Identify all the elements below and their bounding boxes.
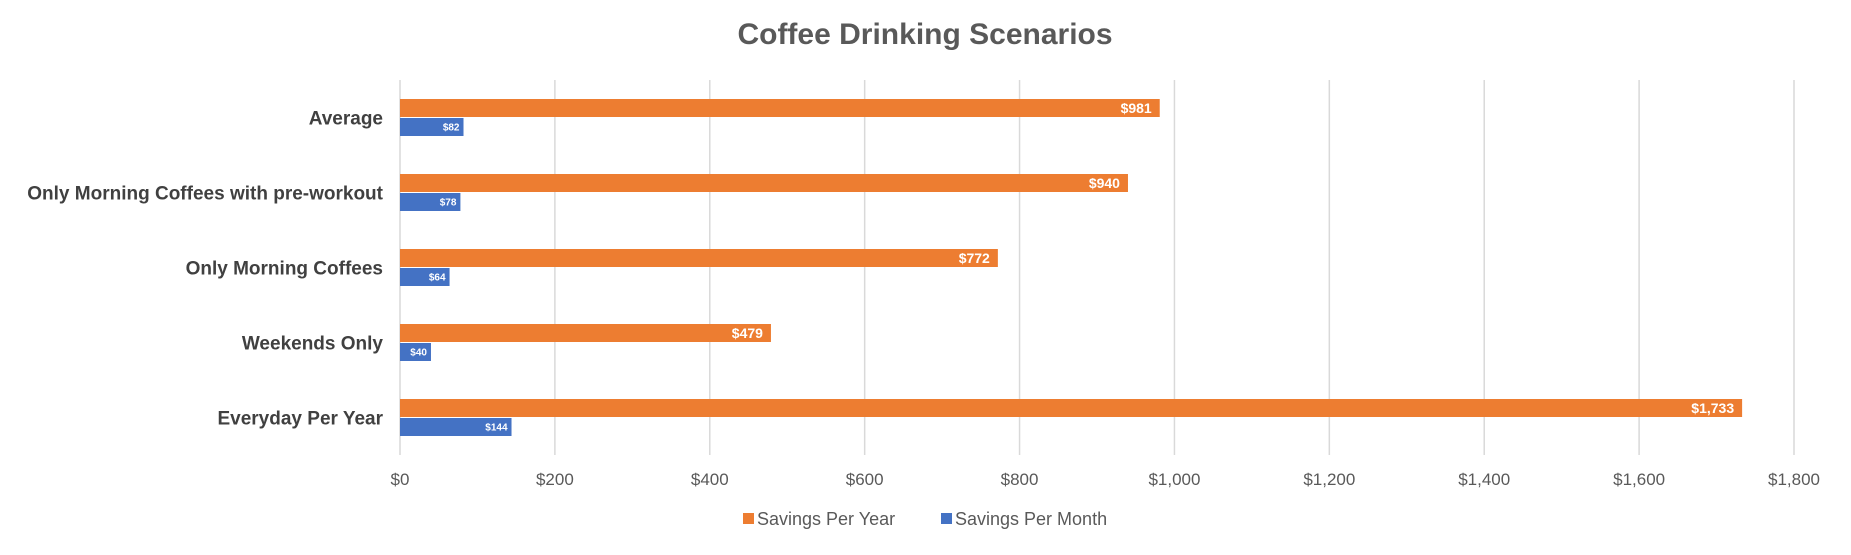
data-label: $144	[485, 423, 508, 434]
bar-savings-per-year	[400, 399, 1743, 417]
legend-item: Savings Per Year	[743, 509, 895, 529]
data-label: $772	[959, 250, 990, 266]
legend-item: Savings Per Month	[941, 509, 1107, 529]
bar-savings-per-month	[400, 343, 431, 361]
category-label: Only Morning Coffees with pre-workout	[27, 184, 383, 205]
x-tick-label: $1,800	[1768, 470, 1820, 489]
data-label: $940	[1089, 175, 1120, 191]
x-tick-label: $800	[1001, 470, 1039, 489]
legend: Savings Per Year Savings Per Month	[743, 509, 1107, 529]
x-tick-label: $1,400	[1458, 470, 1510, 489]
chart-title: Coffee Drinking Scenarios	[737, 18, 1112, 51]
bar-savings-per-year	[400, 249, 998, 267]
gridlines	[399, 80, 1795, 455]
x-tick-label: $400	[691, 470, 729, 489]
category-label: Everyday Per Year	[217, 409, 383, 430]
x-tick-label: $1,600	[1613, 470, 1665, 489]
data-label: $981	[1121, 100, 1152, 116]
data-label: $40	[410, 348, 427, 359]
x-tick-label: $0	[391, 470, 410, 489]
x-tick-label: $1,000	[1148, 470, 1200, 489]
data-label: $82	[443, 123, 460, 134]
category-label: Only Morning Coffees	[186, 259, 383, 280]
bar-savings-per-year	[400, 174, 1128, 192]
bar-savings-per-year	[400, 324, 771, 342]
legend-swatch	[743, 513, 754, 524]
legend-label: Savings Per Year	[757, 509, 895, 529]
legend-label: Savings Per Month	[955, 509, 1107, 529]
bar-savings-per-month	[400, 268, 450, 286]
data-label: $78	[440, 198, 457, 209]
data-label: $64	[429, 273, 446, 284]
x-tick-label: $1,200	[1303, 470, 1355, 489]
x-axis-tick-labels: $0 $200 $400 $600 $800 $1,000 $1,200 $1,400 $1,6…	[391, 470, 1820, 489]
bar-savings-per-month	[400, 118, 464, 136]
data-label: $479	[732, 325, 763, 341]
bars: $981 $82 $940 $78 $772 $64 $479 $40 $1,733 $144	[400, 99, 1743, 436]
x-tick-label: $600	[846, 470, 884, 489]
category-label: Average	[309, 109, 383, 130]
bar-savings-per-month	[400, 193, 461, 211]
x-tick-label: $200	[536, 470, 574, 489]
bar-savings-per-year	[400, 99, 1160, 117]
category-labels: Average Only Morning Coffees with pre-wor…	[27, 109, 383, 430]
data-label: $1,733	[1691, 400, 1734, 416]
legend-swatch	[941, 513, 952, 524]
category-label: Weekends Only	[242, 334, 384, 355]
bar-savings-per-month	[400, 418, 512, 436]
